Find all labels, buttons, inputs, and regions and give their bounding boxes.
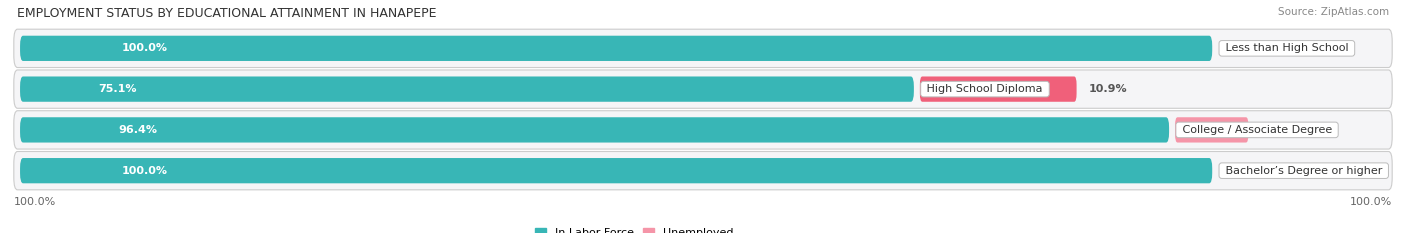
Text: 100.0%: 100.0% — [1350, 197, 1392, 207]
Text: 100.0%: 100.0% — [122, 43, 167, 53]
FancyBboxPatch shape — [20, 36, 1212, 61]
Text: 96.4%: 96.4% — [118, 125, 157, 135]
FancyBboxPatch shape — [14, 151, 1392, 190]
FancyBboxPatch shape — [14, 29, 1392, 68]
Text: Less than High School: Less than High School — [1222, 43, 1353, 53]
Text: 100.0%: 100.0% — [122, 166, 167, 176]
FancyBboxPatch shape — [20, 117, 1168, 143]
Text: High School Diploma: High School Diploma — [924, 84, 1046, 94]
Text: 5.1%: 5.1% — [1260, 125, 1291, 135]
FancyBboxPatch shape — [1175, 117, 1249, 143]
FancyBboxPatch shape — [20, 158, 1212, 183]
Text: 10.9%: 10.9% — [1088, 84, 1128, 94]
Text: EMPLOYMENT STATUS BY EDUCATIONAL ATTAINMENT IN HANAPEPE: EMPLOYMENT STATUS BY EDUCATIONAL ATTAINM… — [17, 7, 436, 20]
Text: 0.0%: 0.0% — [1230, 166, 1261, 176]
FancyBboxPatch shape — [920, 76, 1077, 102]
Text: 0.0%: 0.0% — [1230, 43, 1261, 53]
Text: Bachelor’s Degree or higher: Bachelor’s Degree or higher — [1222, 166, 1386, 176]
Legend: In Labor Force, Unemployed: In Labor Force, Unemployed — [530, 223, 738, 233]
FancyBboxPatch shape — [14, 70, 1392, 108]
Text: 100.0%: 100.0% — [14, 197, 56, 207]
Text: College / Associate Degree: College / Associate Degree — [1178, 125, 1336, 135]
Text: 75.1%: 75.1% — [98, 84, 136, 94]
FancyBboxPatch shape — [14, 111, 1392, 149]
Text: Source: ZipAtlas.com: Source: ZipAtlas.com — [1278, 7, 1389, 17]
FancyBboxPatch shape — [20, 76, 914, 102]
